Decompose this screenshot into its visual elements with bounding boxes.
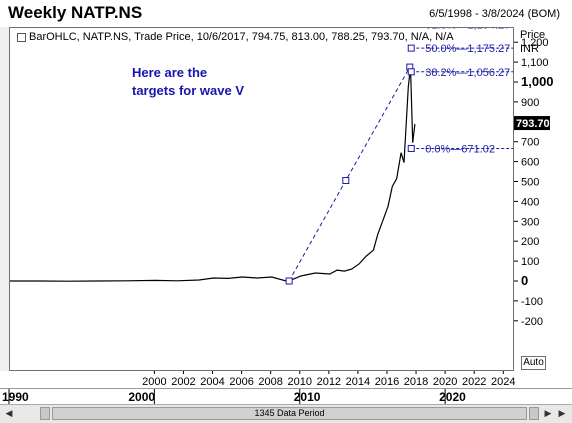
last-price-label: 793.70	[516, 118, 550, 130]
era-label-2: 2010	[294, 390, 321, 404]
ytick-label-5: 300	[521, 216, 539, 228]
price-axis-header: Price	[520, 29, 546, 41]
fib-label-2: 38.2%—1,056.27	[425, 67, 510, 79]
fib-handle-2	[407, 68, 415, 76]
xtick-label-3: 2006	[229, 376, 253, 388]
annotation-line-2: targets for wave V	[132, 83, 244, 98]
time-scrollbar[interactable]: ◀ 1345 Data Period ▶ ▶	[0, 404, 572, 423]
ytick-label-0: -200	[521, 316, 543, 328]
time-axis-scale: 2000 2002 2004 2006 2008 2010 2012 2014 2016 2018…	[142, 371, 516, 388]
series-info-text: BarOHLC, NATP.NS, Trade Price, 10/6/2017…	[29, 31, 454, 43]
xtick-label-11: 2022	[462, 376, 486, 388]
xtick-label-4: 2008	[258, 376, 282, 388]
chart-header: Weekly NATP.NS 6/5/1998 - 3/8/2024 (BOM)	[0, 0, 572, 27]
trend-line	[288, 66, 411, 282]
ytick-label-8: 600	[521, 157, 539, 169]
ytick-label-1: -100	[521, 296, 543, 308]
annotation-line-1: Here are the	[132, 65, 208, 80]
scroll-left-arrow-icon[interactable]: ◀	[5, 408, 13, 418]
ytick-label-12: 1,000	[521, 74, 554, 89]
xtick-label-12: 2024	[491, 376, 515, 388]
price-axis-scale: -200-10001002003004005006007008009001,00…	[514, 37, 554, 328]
scroll-thumb[interactable]: 1345 Data Period	[52, 407, 527, 420]
chart-plot-area[interactable]: 61.8%—1,294.27 50.0%—1,175.27 38.2%—1,056.…	[9, 27, 514, 371]
trend-handle-0	[285, 277, 293, 285]
annotation-text[interactable]: Here are the targets for wave V	[132, 64, 282, 100]
xtick-label-5: 2010	[288, 376, 312, 388]
fib-label-0: 61.8%—1,294.27	[425, 28, 510, 31]
ytick-label-2: 0	[521, 273, 528, 288]
era-label-1: 2000	[128, 390, 155, 404]
series-color-icon	[17, 32, 26, 42]
price-line	[10, 67, 416, 282]
currency-label: INR	[520, 43, 539, 55]
fib-label-1: 50.0%—1,175.27	[425, 43, 510, 55]
last-price-marker	[514, 116, 550, 131]
scroll-left-grip[interactable]	[40, 407, 50, 420]
ytick-label-14: 1,200	[521, 37, 549, 49]
era-axis-scale: 1990 2000 2010 2020	[2, 389, 466, 405]
ytick-label-9: 700	[521, 137, 539, 149]
xtick-label-9: 2018	[404, 376, 428, 388]
xtick-label-10: 2020	[433, 376, 457, 388]
ytick-label-13: 1,100	[521, 57, 549, 69]
fib-handle-3	[407, 144, 415, 152]
price-chart[interactable]: 61.8%—1,294.27 50.0%—1,175.27 38.2%—1,056.…	[10, 28, 513, 370]
price-axis[interactable]: Price INR -200 -100 0 100 200 300 400 500 600 700…	[514, 27, 572, 371]
xtick-label-2: 2004	[200, 376, 224, 388]
xtick-label-7: 2014	[346, 376, 370, 388]
ytick-label-3: 100	[521, 256, 539, 268]
fib-label-3: 0.0%—671.02	[425, 143, 495, 155]
ytick-label-4: 200	[521, 236, 539, 248]
scroll-right-end-arrow-icon[interactable]: ▶	[558, 408, 566, 418]
era-band: 1990 2000 2010 2020	[0, 388, 572, 405]
trend-handle-1	[342, 177, 350, 185]
scroll-right-grip[interactable]	[529, 407, 539, 420]
scroll-right-arrow-icon[interactable]: ▶	[544, 408, 552, 418]
time-axis[interactable]: 2000 2002 2004 2006 2008 2010 2012 2014 2016 2018…	[0, 371, 572, 388]
xtick-label-1: 2002	[171, 376, 195, 388]
xtick-label-8: 2016	[375, 376, 399, 388]
era-label-0: 1990	[2, 390, 29, 404]
ytick-label-6: 400	[521, 196, 539, 208]
ytick-label-7: 500	[521, 177, 539, 189]
era-label-3: 2020	[439, 390, 466, 404]
series-info: BarOHLC, NATP.NS, Trade Price, 10/6/2017…	[17, 31, 454, 43]
xtick-label-0: 2000	[142, 376, 166, 388]
xtick-label-6: 2012	[317, 376, 341, 388]
auto-scale-button[interactable]: Auto	[521, 356, 546, 370]
ytick-label-11: 900	[521, 97, 539, 109]
date-range: 6/5/1998 - 3/8/2024 (BOM)	[429, 8, 560, 20]
fib-handle-1	[407, 44, 415, 52]
chart-title: Weekly NATP.NS	[8, 3, 143, 22]
